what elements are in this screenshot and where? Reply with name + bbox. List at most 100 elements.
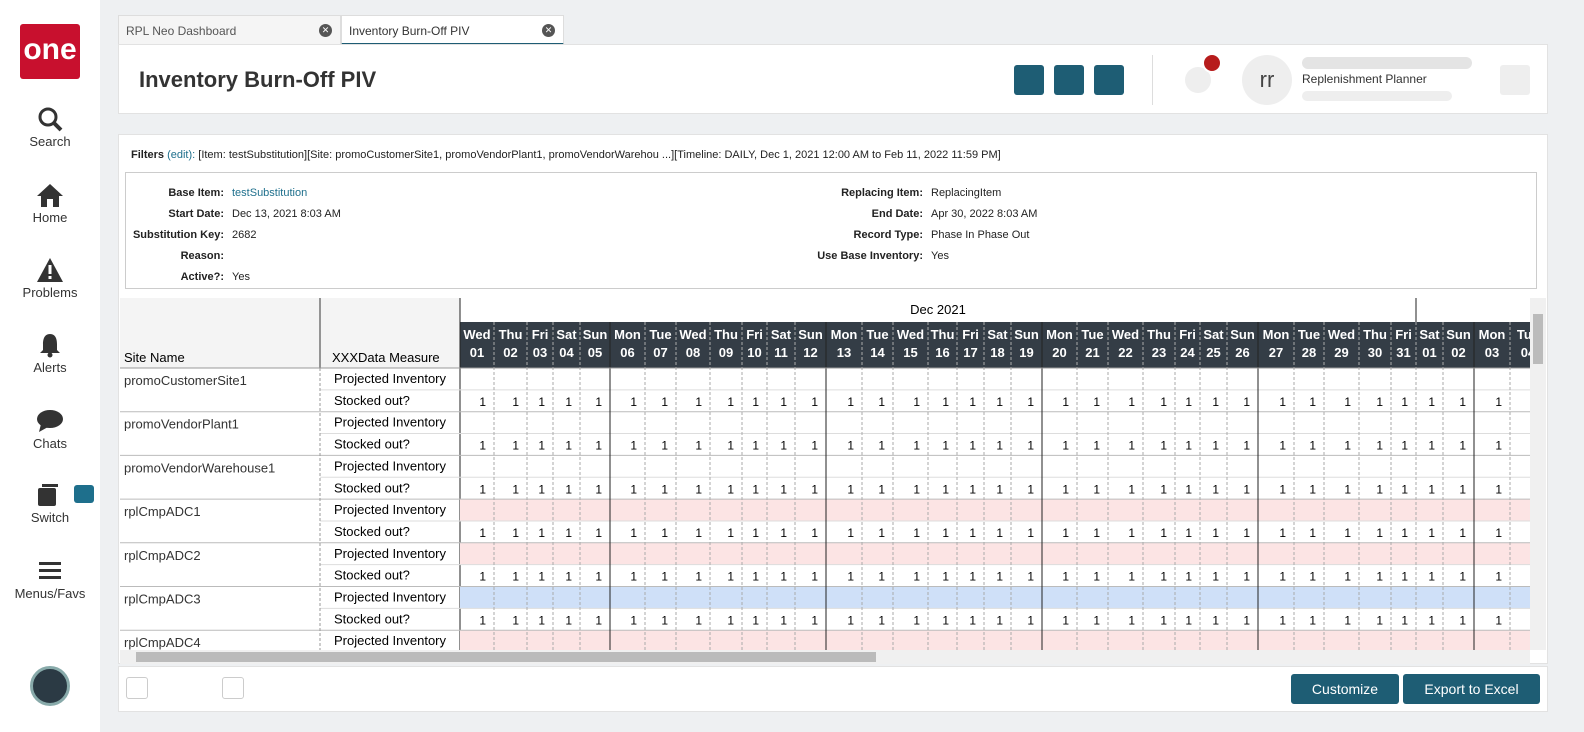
day-number: 12: [803, 345, 817, 360]
cell-value: 1: [1062, 395, 1069, 409]
cell-value: 1: [595, 439, 602, 453]
cell-value: 1: [752, 395, 759, 409]
nav-search[interactable]: Search: [0, 106, 100, 149]
cell-value: 1: [1309, 570, 1316, 584]
customize-button[interactable]: Customize: [1291, 674, 1399, 704]
cell-value: 1: [1376, 570, 1383, 584]
cell-value: 1: [969, 570, 976, 584]
tab-close[interactable]: ✕: [542, 24, 555, 37]
cell-value: 1: [1062, 570, 1069, 584]
day-number: 17: [963, 345, 977, 360]
cell-value: 1: [1160, 570, 1167, 584]
cell-value: 1: [1160, 439, 1167, 453]
cell-value: 1: [1344, 570, 1351, 584]
day-of-week: Tue: [866, 327, 888, 342]
header: Inventory Burn-Off PIV rr Replenishment …: [118, 44, 1548, 114]
detail-value: 2682: [232, 229, 256, 241]
cell-value: 1: [1495, 482, 1502, 496]
cell-value: 1: [1128, 570, 1135, 584]
pivot-grid: Site NameXXXData MeasureDec 2021Projecte…: [120, 298, 1530, 650]
h-scrollbar[interactable]: [120, 650, 1530, 664]
cell-value: 1: [512, 482, 519, 496]
nav-left[interactable]: [126, 677, 148, 699]
day-of-week: Wed: [679, 327, 706, 342]
cell-value: 1: [565, 526, 572, 540]
details-box: Base Item:testSubstitutionStart Date:Dec…: [125, 172, 1537, 289]
cell-value: 1: [1212, 439, 1219, 453]
row-highlight: [460, 587, 1530, 609]
day-number: 22: [1118, 345, 1132, 360]
cell-value: 1: [847, 570, 854, 584]
cell-value: 1: [878, 439, 885, 453]
measure-label: Projected Inventory: [334, 633, 447, 648]
day-number: 27: [1269, 345, 1283, 360]
cell-value: 1: [1243, 613, 1250, 627]
avatar[interactable]: rr: [1242, 55, 1292, 105]
nav-home[interactable]: Home: [0, 182, 100, 225]
cell-value: 1: [1459, 613, 1466, 627]
site-name: rplCmpADC1: [124, 504, 201, 519]
cell-value: 1: [1185, 395, 1192, 409]
day-number: 04: [1521, 345, 1530, 360]
cell-value: 1: [811, 439, 818, 453]
day-number: 04: [559, 345, 574, 360]
tab[interactable]: RPL Neo Dashboard✕: [118, 15, 341, 45]
cell-value: 1: [942, 439, 949, 453]
cell-value: 1: [595, 482, 602, 496]
site-name: rplCmpADC3: [124, 592, 201, 607]
cell-value: 1: [811, 613, 818, 627]
day-number: 29: [1334, 345, 1348, 360]
filters-edit[interactable]: (edit):: [167, 149, 195, 161]
close-button[interactable]: [1094, 65, 1124, 95]
user-dropdown[interactable]: [1500, 65, 1530, 95]
nav-menus[interactable]: Menus/Favs: [0, 558, 100, 601]
cell-value: 1: [479, 613, 486, 627]
cell-value: 1: [1160, 482, 1167, 496]
detail-label: Record Type:: [854, 229, 923, 241]
detail-value: Dec 13, 2021 8:03 AM: [232, 208, 341, 220]
site-name: promoVendorPlant1: [124, 417, 239, 432]
user-avatar-icon[interactable]: [30, 666, 70, 706]
cell-value: 1: [1495, 439, 1502, 453]
day-of-week: Wed: [1328, 327, 1355, 342]
cell-value: 1: [538, 570, 545, 584]
cell-value: 1: [913, 570, 920, 584]
cell-value: 1: [942, 613, 949, 627]
cell-value: 1: [538, 439, 545, 453]
cell-value: 1: [1495, 613, 1502, 627]
cell-value: 1: [1093, 482, 1100, 496]
logo[interactable]: one: [20, 24, 80, 79]
cell-value: 1: [847, 439, 854, 453]
export-button[interactable]: Export to Excel: [1403, 674, 1540, 704]
day-number: 28: [1302, 345, 1316, 360]
nav-chats[interactable]: Chats: [0, 408, 100, 451]
cell-value: 1: [630, 482, 637, 496]
measure-label: Stocked out?: [334, 393, 410, 408]
column-header: XXXData Measure: [332, 350, 440, 365]
cell-value: 1: [661, 482, 668, 496]
day-number: 10: [747, 345, 761, 360]
favorite-button[interactable]: [1014, 65, 1044, 95]
notification-badge: [1202, 53, 1222, 73]
refresh-button[interactable]: [1054, 65, 1084, 95]
nav-down[interactable]: [190, 677, 212, 699]
cell-value: 1: [1279, 526, 1286, 540]
tab-active[interactable]: Inventory Burn-Off PIV✕: [341, 15, 564, 45]
nav-right[interactable]: [222, 677, 244, 699]
cell-value: 1: [1459, 439, 1466, 453]
nav-alerts[interactable]: Alerts: [0, 332, 100, 375]
cell-value: 1: [630, 439, 637, 453]
cell-value: 1: [1344, 613, 1351, 627]
cell-value: 1: [595, 613, 602, 627]
cell-value: 1: [1376, 613, 1383, 627]
cell-value: 1: [1062, 526, 1069, 540]
day-of-week: Wed: [1112, 327, 1139, 342]
cell-value: 1: [780, 526, 787, 540]
cell-value: 1: [1212, 482, 1219, 496]
detail-value: Phase In Phase Out: [931, 229, 1029, 241]
cell-value: 1: [1185, 439, 1192, 453]
v-scrollbar[interactable]: [1530, 298, 1546, 650]
nav-up[interactable]: [158, 677, 180, 699]
nav-problems[interactable]: Problems: [0, 257, 100, 300]
tab-close[interactable]: ✕: [319, 24, 332, 37]
